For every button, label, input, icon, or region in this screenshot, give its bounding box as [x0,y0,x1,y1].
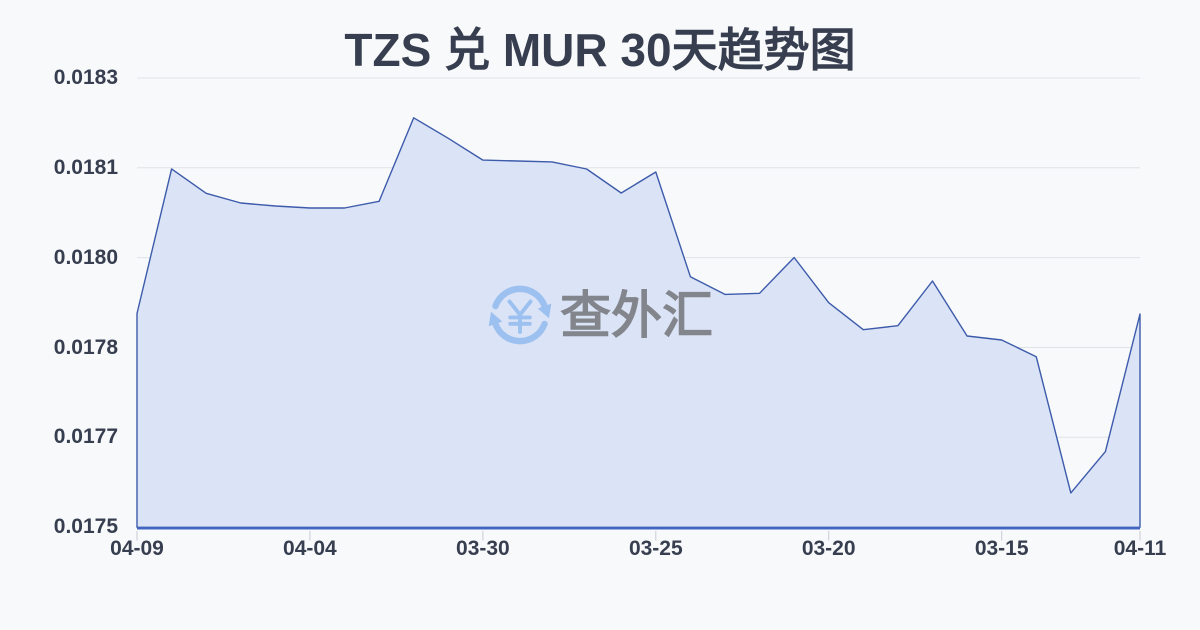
svg-text:查外汇: 查外汇 [560,287,713,344]
